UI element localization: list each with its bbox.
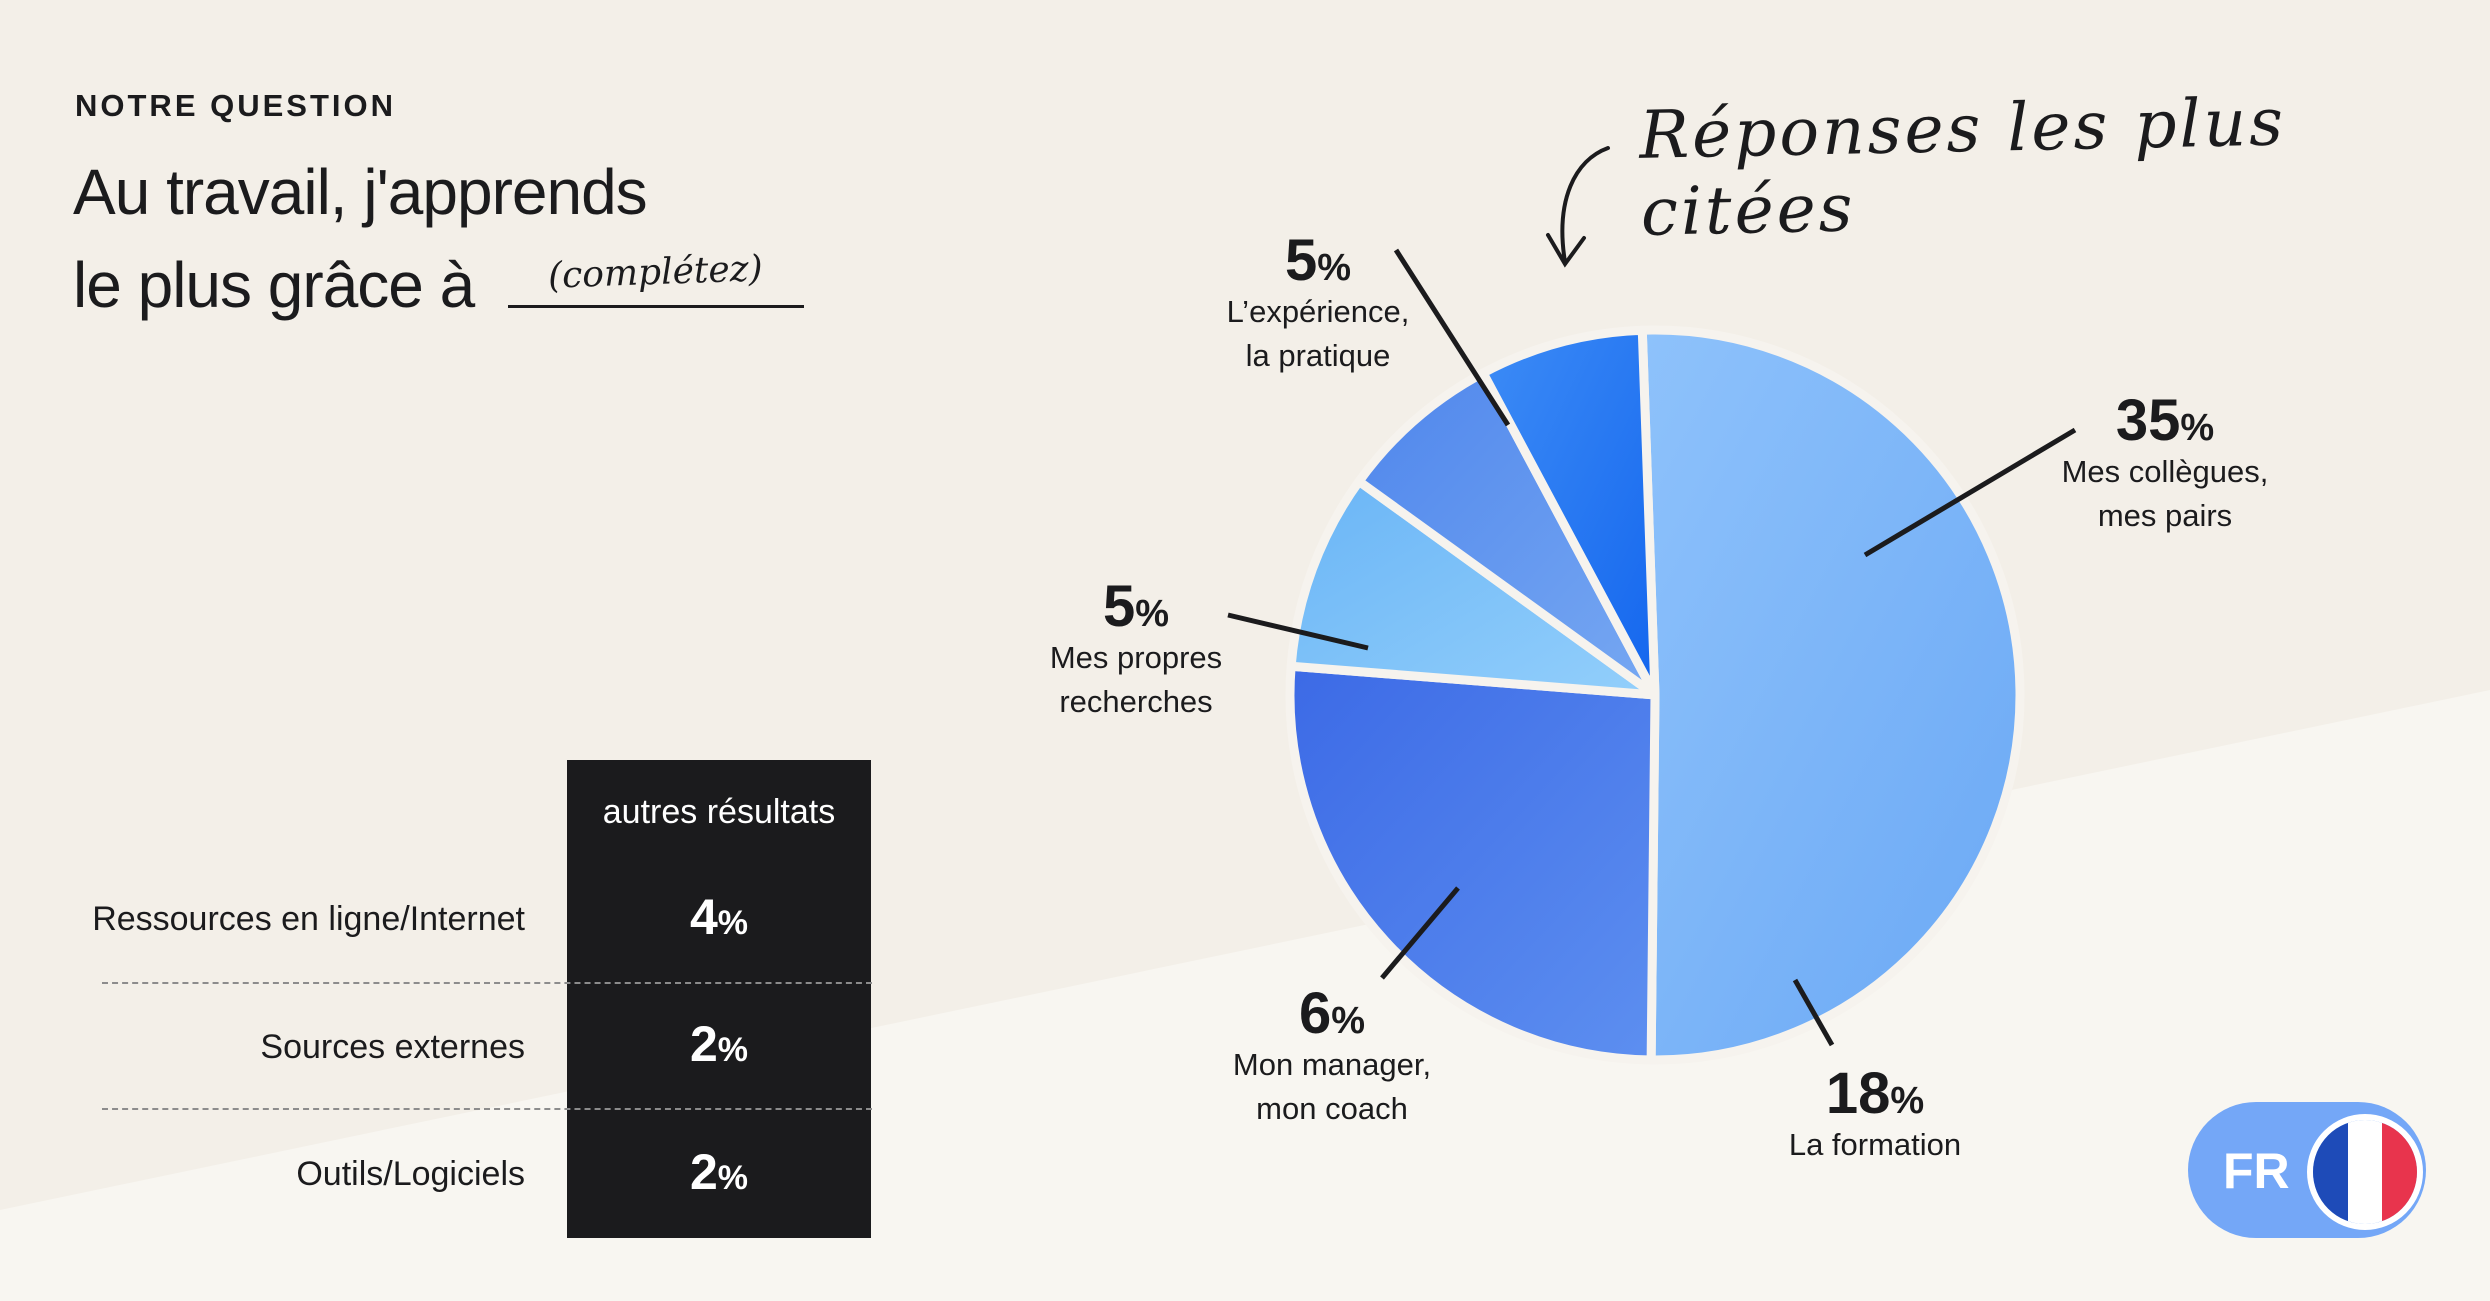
slice-name: L’expérience,: [1226, 294, 1410, 329]
leader-line: [1380, 886, 1460, 980]
pie-slice: [1286, 476, 1660, 700]
row-divider: [102, 982, 872, 984]
france-flag-icon: [2307, 1114, 2423, 1230]
slice-value: 18%: [1825, 1061, 1925, 1126]
slice-name: recherches: [1059, 684, 1213, 719]
language-label: FR: [2223, 1143, 2290, 1199]
other-results-row-label: Sources externes: [260, 1028, 525, 1066]
slice-label: 5% Mes propres recherches: [1050, 578, 1222, 724]
question-line-1: Au travail, j'apprends: [73, 156, 648, 228]
slice-label: 5% L’expérience, la pratique: [1227, 232, 1410, 378]
slice-name: Mes collègues,: [2061, 454, 2269, 489]
leader-line: [1393, 248, 1511, 427]
pie-slice: [1478, 325, 1660, 700]
pie-slice: [1637, 325, 2025, 1065]
slice-name: Mes propres: [1049, 640, 1223, 675]
slice-value: 5%: [1284, 228, 1352, 293]
arrow-icon: [1546, 146, 1610, 268]
pie-slice: [1285, 661, 1660, 1065]
slice-label: 6% Mon manager, mon coach: [1233, 985, 1431, 1131]
other-results-row-value: 4%: [689, 889, 749, 945]
slice-label: 18% La formation: [1789, 1065, 1961, 1167]
leader-line: [1863, 427, 2077, 558]
slice-name: La formation: [1788, 1127, 1962, 1162]
slice-label: 35% Mes collègues, mes pairs: [2062, 392, 2269, 538]
leader-line: [1227, 612, 1369, 651]
slice-name: la pratique: [1245, 338, 1391, 373]
other-results-row-label: Outils/Logiciels: [296, 1155, 525, 1193]
other-results-row-value: 2%: [689, 1144, 749, 1200]
row-divider: [102, 1108, 872, 1110]
question-line-2: le plus grâce à: [73, 249, 475, 321]
slice-value: 35%: [2115, 388, 2215, 453]
other-results-row-label: Ressources en ligne/Internet: [92, 900, 525, 938]
other-results-header: autres résultats: [602, 793, 836, 831]
other-results-panel: [567, 760, 871, 1238]
leader-line: [1792, 978, 1835, 1047]
slice-value: 5%: [1102, 574, 1170, 639]
slice-name: mon coach: [1256, 1091, 1408, 1126]
slice-value: 6%: [1298, 981, 1366, 1046]
other-results-row-value: 2%: [689, 1016, 749, 1072]
slice-name: Mon manager,: [1232, 1047, 1432, 1082]
slice-name: mes pairs: [2097, 498, 2233, 533]
eyebrow-label: NOTRE QUESTION: [75, 88, 397, 123]
blank-underline: [508, 305, 804, 308]
